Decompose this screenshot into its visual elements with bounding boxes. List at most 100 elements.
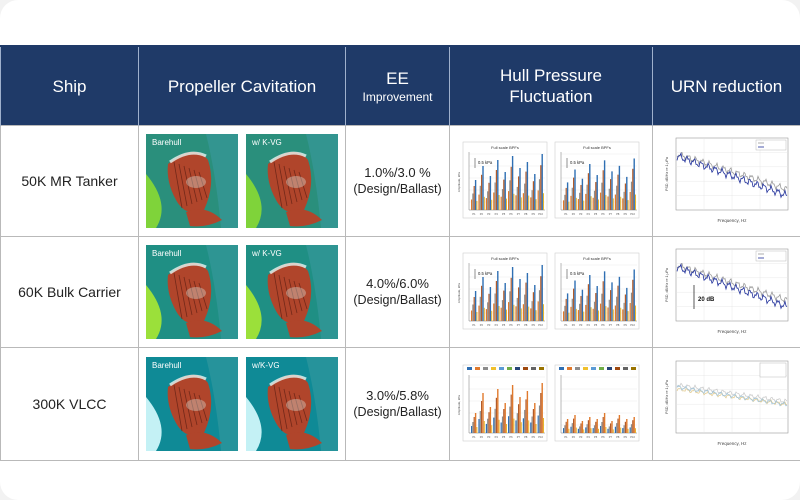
- svg-text:P10: P10: [630, 212, 635, 216]
- svg-text:P9: P9: [532, 323, 536, 327]
- svg-text:P2: P2: [480, 212, 484, 216]
- svg-text:P5: P5: [502, 212, 506, 216]
- cavitation-cell: Barehull w/ K-VG: [138, 236, 346, 348]
- svg-text:P10: P10: [630, 323, 635, 327]
- ee-value: 4.0%/6.0%: [366, 276, 429, 291]
- svg-text:P4: P4: [495, 435, 499, 439]
- svg-text:P8: P8: [524, 435, 528, 439]
- svg-text:P5: P5: [594, 323, 598, 327]
- svg-text:P4: P4: [587, 212, 591, 216]
- svg-text:P8: P8: [616, 435, 620, 439]
- svg-text:P3: P3: [487, 323, 491, 327]
- photo-label: Barehull: [152, 361, 182, 370]
- svg-text:P6: P6: [509, 212, 513, 216]
- svg-text:Amplitude, kPa: Amplitude, kPa: [457, 171, 461, 192]
- ee-value: 3.0%/5.8%: [366, 388, 429, 403]
- ee-note: (Design/Ballast): [353, 182, 442, 196]
- photo-label: w/K-VG: [252, 361, 280, 370]
- svg-text:P4: P4: [495, 212, 499, 216]
- header-ship: Ship: [0, 45, 139, 126]
- svg-text:P10: P10: [630, 435, 635, 439]
- svg-text:P1: P1: [564, 435, 568, 439]
- svg-text:P7: P7: [517, 323, 521, 327]
- svg-text:P3: P3: [579, 323, 583, 327]
- svg-text:P4: P4: [587, 435, 591, 439]
- svg-text:P2: P2: [572, 435, 576, 439]
- svg-text:Amplitude, kPa: Amplitude, kPa: [457, 282, 461, 303]
- svg-text:P1: P1: [564, 323, 568, 327]
- propeller-photos: Barehull w/ K-VG: [139, 126, 345, 236]
- svg-text:P10: P10: [538, 323, 543, 327]
- ship-row: 300K VLCC Barehull w/K-VG 3.0%/5.8% (Design/…: [0, 347, 800, 461]
- urn-cell: 20 dB Frequency, Hz PSD, dB/Hz re 1 μPa: [652, 236, 800, 348]
- svg-text:0.5 kPa: 0.5 kPa: [478, 160, 493, 165]
- svg-text:P9: P9: [532, 212, 536, 216]
- ee-cell: 1.0%/3.0 % (Design/Ballast): [345, 125, 450, 237]
- ship-name: 60K Bulk Carrier: [0, 236, 139, 348]
- svg-text:P7: P7: [609, 212, 613, 216]
- svg-text:PSD, dB/Hz re 1 μPa: PSD, dB/Hz re 1 μPa: [665, 157, 669, 191]
- svg-text:Amplitude, kPa: Amplitude, kPa: [457, 394, 461, 415]
- svg-text:0.5 kPa: 0.5 kPa: [570, 271, 585, 276]
- ship-row: 50K MR Tanker Barehull w/ K-VG 1.0%/3.0 % (D…: [0, 125, 800, 237]
- svg-text:P5: P5: [502, 323, 506, 327]
- svg-text:P1: P1: [564, 212, 568, 216]
- svg-text:P2: P2: [572, 323, 576, 327]
- svg-text:P4: P4: [587, 323, 591, 327]
- hpf-cell: Full scale BPFs P1 P2 P3 P4 P5 P6 P7 P8 P9 P10 0.5 …: [449, 125, 653, 237]
- header-row: Ship Propeller Cavitation EE Improvement…: [0, 45, 800, 126]
- cavitation-cell: Barehull w/K-VG: [138, 347, 346, 461]
- hpf-cell: Full scale BPFs P1 P2 P3 P4 P5 P6 P7 P8 P9 P10 0.5 …: [449, 236, 653, 348]
- propeller-photo-left: Barehull: [146, 134, 238, 228]
- hpf-chart: P1 P2 P3 P4 P5 P6 P7 P8 P9 P10 P1 P2 P3 P4 P5 P6 P7 P8 P9 P…: [457, 364, 640, 441]
- svg-text:P5: P5: [594, 435, 598, 439]
- svg-text:PSD, dB/Hz re 1 μPa: PSD, dB/Hz re 1 μPa: [665, 380, 669, 414]
- svg-text:Full scale BPFs: Full scale BPFs: [583, 256, 611, 261]
- svg-text:P7: P7: [609, 435, 613, 439]
- svg-text:P6: P6: [601, 323, 605, 327]
- svg-text:P10: P10: [538, 212, 543, 216]
- svg-text:P4: P4: [495, 323, 499, 327]
- propeller-photo-left: Barehull: [146, 357, 238, 451]
- urn-chart: 20 dB Frequency, Hz PSD, dB/Hz re 1 μPa: [665, 248, 788, 334]
- header-urn: URN reduction: [652, 45, 800, 126]
- photo-label: w/ K-VG: [252, 249, 282, 258]
- urn-cell: Frequency, Hz PSD, dB/Hz re 1 μPa: [652, 125, 800, 237]
- ee-cell: 3.0%/5.8% (Design/Ballast): [345, 347, 450, 461]
- svg-text:P9: P9: [532, 435, 536, 439]
- svg-text:P8: P8: [616, 323, 620, 327]
- svg-text:P1: P1: [472, 435, 476, 439]
- svg-text:P7: P7: [517, 435, 521, 439]
- svg-text:P5: P5: [502, 435, 506, 439]
- svg-text:P8: P8: [524, 323, 528, 327]
- ee-cell: 4.0%/6.0% (Design/Ballast): [345, 236, 450, 348]
- svg-text:P3: P3: [579, 435, 583, 439]
- urn-xlabel: Frequency, Hz: [717, 329, 747, 334]
- svg-text:PSD, dB/Hz re 1 μPa: PSD, dB/Hz re 1 μPa: [665, 268, 669, 302]
- svg-text:Full scale BPFs: Full scale BPFs: [491, 256, 519, 261]
- svg-text:0.5 kPa: 0.5 kPa: [478, 271, 493, 276]
- svg-text:P2: P2: [480, 323, 484, 327]
- urn-chart: Frequency, Hz PSD, dB/Hz re 1 μPa: [665, 137, 788, 223]
- svg-text:P3: P3: [487, 435, 491, 439]
- svg-text:P9: P9: [624, 435, 628, 439]
- svg-text:P9: P9: [624, 212, 628, 216]
- hpf-cell: P1 P2 P3 P4 P5 P6 P7 P8 P9 P10 P1 P2 P3 P4 P5 P6 P7 P8 P9 P…: [449, 347, 653, 461]
- svg-text:Full scale BPFs: Full scale BPFs: [583, 145, 611, 150]
- svg-text:P6: P6: [601, 435, 605, 439]
- header-hpf: Hull Pressure Fluctuation: [449, 45, 653, 126]
- ship-name: 50K MR Tanker: [0, 125, 139, 237]
- svg-text:P8: P8: [616, 212, 620, 216]
- svg-text:P2: P2: [480, 435, 484, 439]
- urn-xlabel: Frequency, Hz: [717, 441, 747, 446]
- results-table: Ship Propeller Cavitation EE Improvement…: [0, 45, 800, 461]
- ee-note: (Design/Ballast): [353, 405, 442, 419]
- photo-label: Barehull: [152, 138, 182, 147]
- svg-text:P5: P5: [594, 212, 598, 216]
- urn-annotation: 20 dB: [698, 297, 715, 303]
- svg-text:0.5 kPa: 0.5 kPa: [570, 160, 585, 165]
- svg-text:P6: P6: [509, 435, 513, 439]
- photo-label: w/ K-VG: [252, 138, 282, 147]
